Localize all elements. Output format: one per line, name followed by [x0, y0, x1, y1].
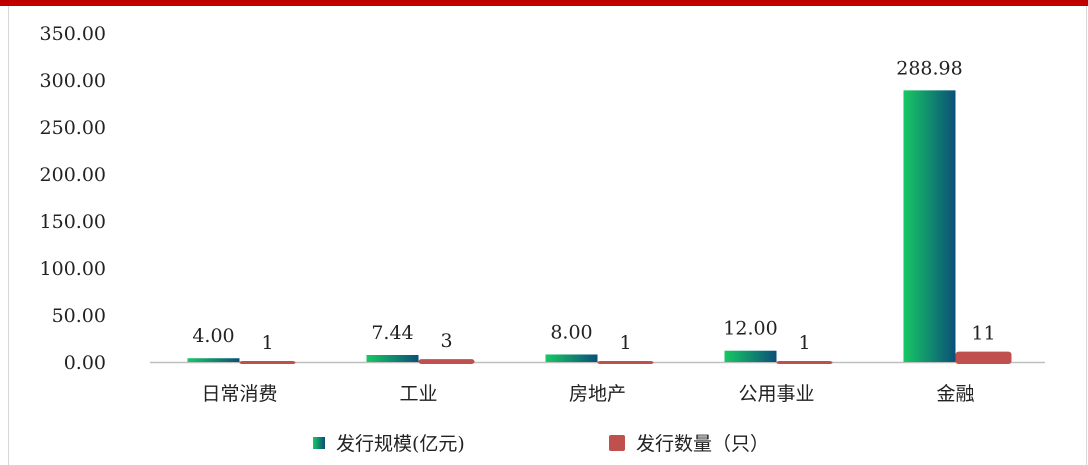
x-category-label: 日常消费 — [201, 383, 277, 405]
bar-issue-count — [955, 351, 1012, 364]
data-label-issue-scale: 4.00 — [192, 325, 234, 347]
legend: 发行规模(亿元) 发行数量（只） — [313, 433, 769, 455]
y-tick-label: 100.00 — [40, 258, 106, 280]
y-tick-label: 150.00 — [40, 211, 106, 233]
y-tick-label: 300.00 — [40, 70, 106, 92]
x-category-label: 房地产 — [569, 383, 626, 405]
legend-label-count: 发行数量（只） — [636, 433, 769, 455]
bar-issue-count — [776, 361, 833, 365]
legend-swatch-count — [609, 435, 625, 451]
data-label-issue-count: 3 — [440, 330, 452, 352]
y-tick-label: 250.00 — [40, 117, 106, 139]
data-label-issue-scale: 8.00 — [550, 321, 592, 343]
y-tick-label: 50.00 — [52, 305, 106, 327]
top-accent-rule — [0, 0, 1088, 6]
data-label-issue-count: 11 — [971, 323, 995, 345]
bar-issue-count — [239, 361, 296, 365]
bar-issue-scale — [187, 358, 240, 362]
bar-issue-scale — [903, 90, 956, 363]
bar-issue-scale — [724, 350, 777, 362]
x-category-label: 公用事业 — [738, 383, 814, 405]
x-axis-category-labels: 日常消费 工业 房地产 公用事业 金融 — [201, 383, 974, 405]
x-category-label: 工业 — [399, 383, 437, 405]
legend-swatch-scale — [313, 437, 325, 449]
bar-issue-count — [597, 361, 654, 365]
bar-issue-count — [418, 359, 475, 364]
left-border — [8, 6, 9, 465]
x-category-label: 金融 — [936, 383, 974, 405]
data-labels: 4.00 1 7.44 3 8.00 1 12.00 1 288.98 11 — [192, 57, 995, 354]
bar-issue-scale — [545, 354, 598, 362]
data-label-issue-count: 1 — [619, 332, 631, 354]
legend-label-scale: 发行规模(亿元) — [336, 433, 465, 455]
data-label-issue-count: 1 — [261, 332, 273, 354]
data-label-issue-scale: 7.44 — [371, 322, 413, 344]
right-border — [1086, 6, 1087, 465]
y-tick-label: 0.00 — [64, 352, 106, 374]
data-label-issue-scale: 288.98 — [896, 57, 962, 79]
y-tick-label: 350.00 — [40, 23, 106, 45]
data-label-issue-scale: 12.00 — [723, 318, 777, 340]
y-axis-tick-labels: 0.00 50.00 100.00 150.00 200.00 250.00 300.00 3… — [40, 23, 106, 374]
bar-issue-scale — [366, 355, 419, 362]
data-label-issue-count: 1 — [798, 332, 810, 354]
bar-series-group — [187, 90, 1012, 365]
y-tick-label: 200.00 — [40, 164, 106, 186]
